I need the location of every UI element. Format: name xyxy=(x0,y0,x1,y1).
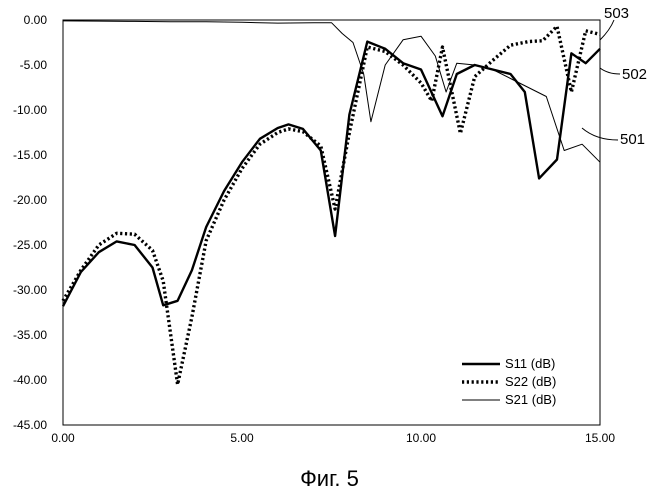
x-tick-label: 5.00 xyxy=(230,431,254,445)
x-tick-label: 10.00 xyxy=(406,431,436,445)
legend-label-s21: S21 (dB) xyxy=(505,392,556,407)
legend-label-s11: S11 (dB) xyxy=(505,356,555,371)
figure-caption: Фиг. 5 xyxy=(0,466,659,492)
x-tick-label: 15.00 xyxy=(585,431,615,445)
x-tick-label: 0.00 xyxy=(51,431,75,445)
x-axis-ticks: 0.00 5.00 10.00 15.00 xyxy=(51,431,615,445)
y-tick-label: -20.00 xyxy=(13,193,47,207)
callout-label-502: 502 xyxy=(622,66,647,83)
series-line-s11 xyxy=(63,42,600,307)
series-layer xyxy=(63,21,600,385)
callout-leader-502 xyxy=(600,68,620,74)
y-tick-label: 0.00 xyxy=(24,13,48,27)
y-tick-label: -30.00 xyxy=(13,283,47,297)
callout-leader-503 xyxy=(600,20,614,40)
callout-label-503: 503 xyxy=(604,5,629,22)
series-line-s22 xyxy=(63,26,600,384)
y-tick-label: -45.00 xyxy=(13,418,47,432)
s-parameter-chart: 0.00 -5.00 -10.00 -15.00 -20.00 -25.00 -30.00 -… xyxy=(0,0,659,460)
y-tick-label: -35.00 xyxy=(13,328,47,342)
y-tick-label: -40.00 xyxy=(13,373,47,387)
series-line-s21 xyxy=(63,21,600,162)
y-tick-label: -10.00 xyxy=(13,103,47,117)
y-tick-label: -25.00 xyxy=(13,238,47,252)
reference-callouts: 503 502 501 xyxy=(582,5,647,148)
y-axis-ticks: 0.00 -5.00 -10.00 -15.00 -20.00 -25.00 -30.00 -… xyxy=(13,13,47,432)
callout-label-501: 501 xyxy=(620,131,645,148)
legend-label-s22: S22 (dB) xyxy=(505,374,556,389)
y-tick-label: -5.00 xyxy=(20,58,48,72)
legend: S11 (dB) S22 (dB) S21 (dB) xyxy=(462,356,556,407)
y-tick-label: -15.00 xyxy=(13,148,47,162)
